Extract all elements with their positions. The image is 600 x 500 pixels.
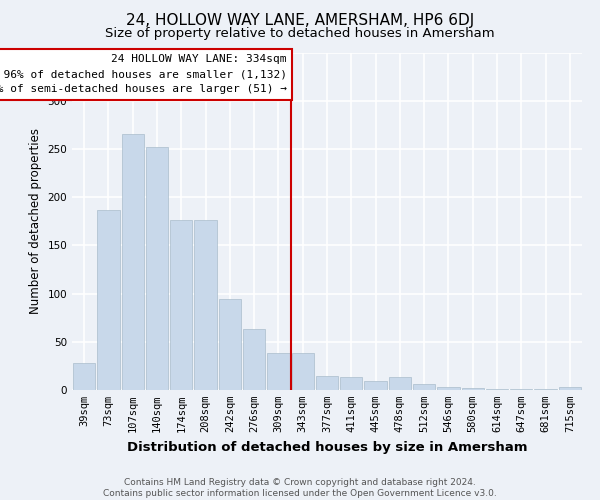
Bar (73, 363, 95, 390)
Bar (146, 147, 168, 390)
Bar (267, 354, 290, 390)
Bar (461, 388, 484, 390)
Bar (389, 378, 411, 390)
Bar (97, 210, 119, 390)
Text: Contains HM Land Registry data © Crown copyright and database right 2024.
Contai: Contains HM Land Registry data © Crown c… (103, 478, 497, 498)
X-axis label: Distribution of detached houses by size in Amersham: Distribution of detached houses by size … (127, 440, 527, 454)
Bar (340, 378, 362, 390)
Text: 24, HOLLOW WAY LANE, AMERSHAM, HP6 6DJ: 24, HOLLOW WAY LANE, AMERSHAM, HP6 6DJ (126, 12, 474, 28)
Bar (194, 220, 217, 390)
Bar (413, 384, 436, 390)
Y-axis label: Number of detached properties: Number of detached properties (29, 128, 42, 314)
Bar (535, 389, 557, 390)
Bar (559, 387, 581, 390)
Bar (243, 329, 265, 390)
Text: 24 HOLLOW WAY LANE: 334sqm
← 96% of detached houses are smaller (1,132)
4% of se: 24 HOLLOW WAY LANE: 334sqm ← 96% of deta… (0, 54, 287, 94)
Bar (364, 382, 387, 390)
Bar (316, 376, 338, 390)
Bar (218, 300, 241, 390)
Bar (437, 387, 460, 390)
Bar (170, 220, 193, 390)
Bar (510, 389, 532, 390)
Bar (122, 134, 144, 390)
Text: Size of property relative to detached houses in Amersham: Size of property relative to detached ho… (105, 28, 495, 40)
Bar (486, 389, 508, 390)
Bar (292, 354, 314, 390)
